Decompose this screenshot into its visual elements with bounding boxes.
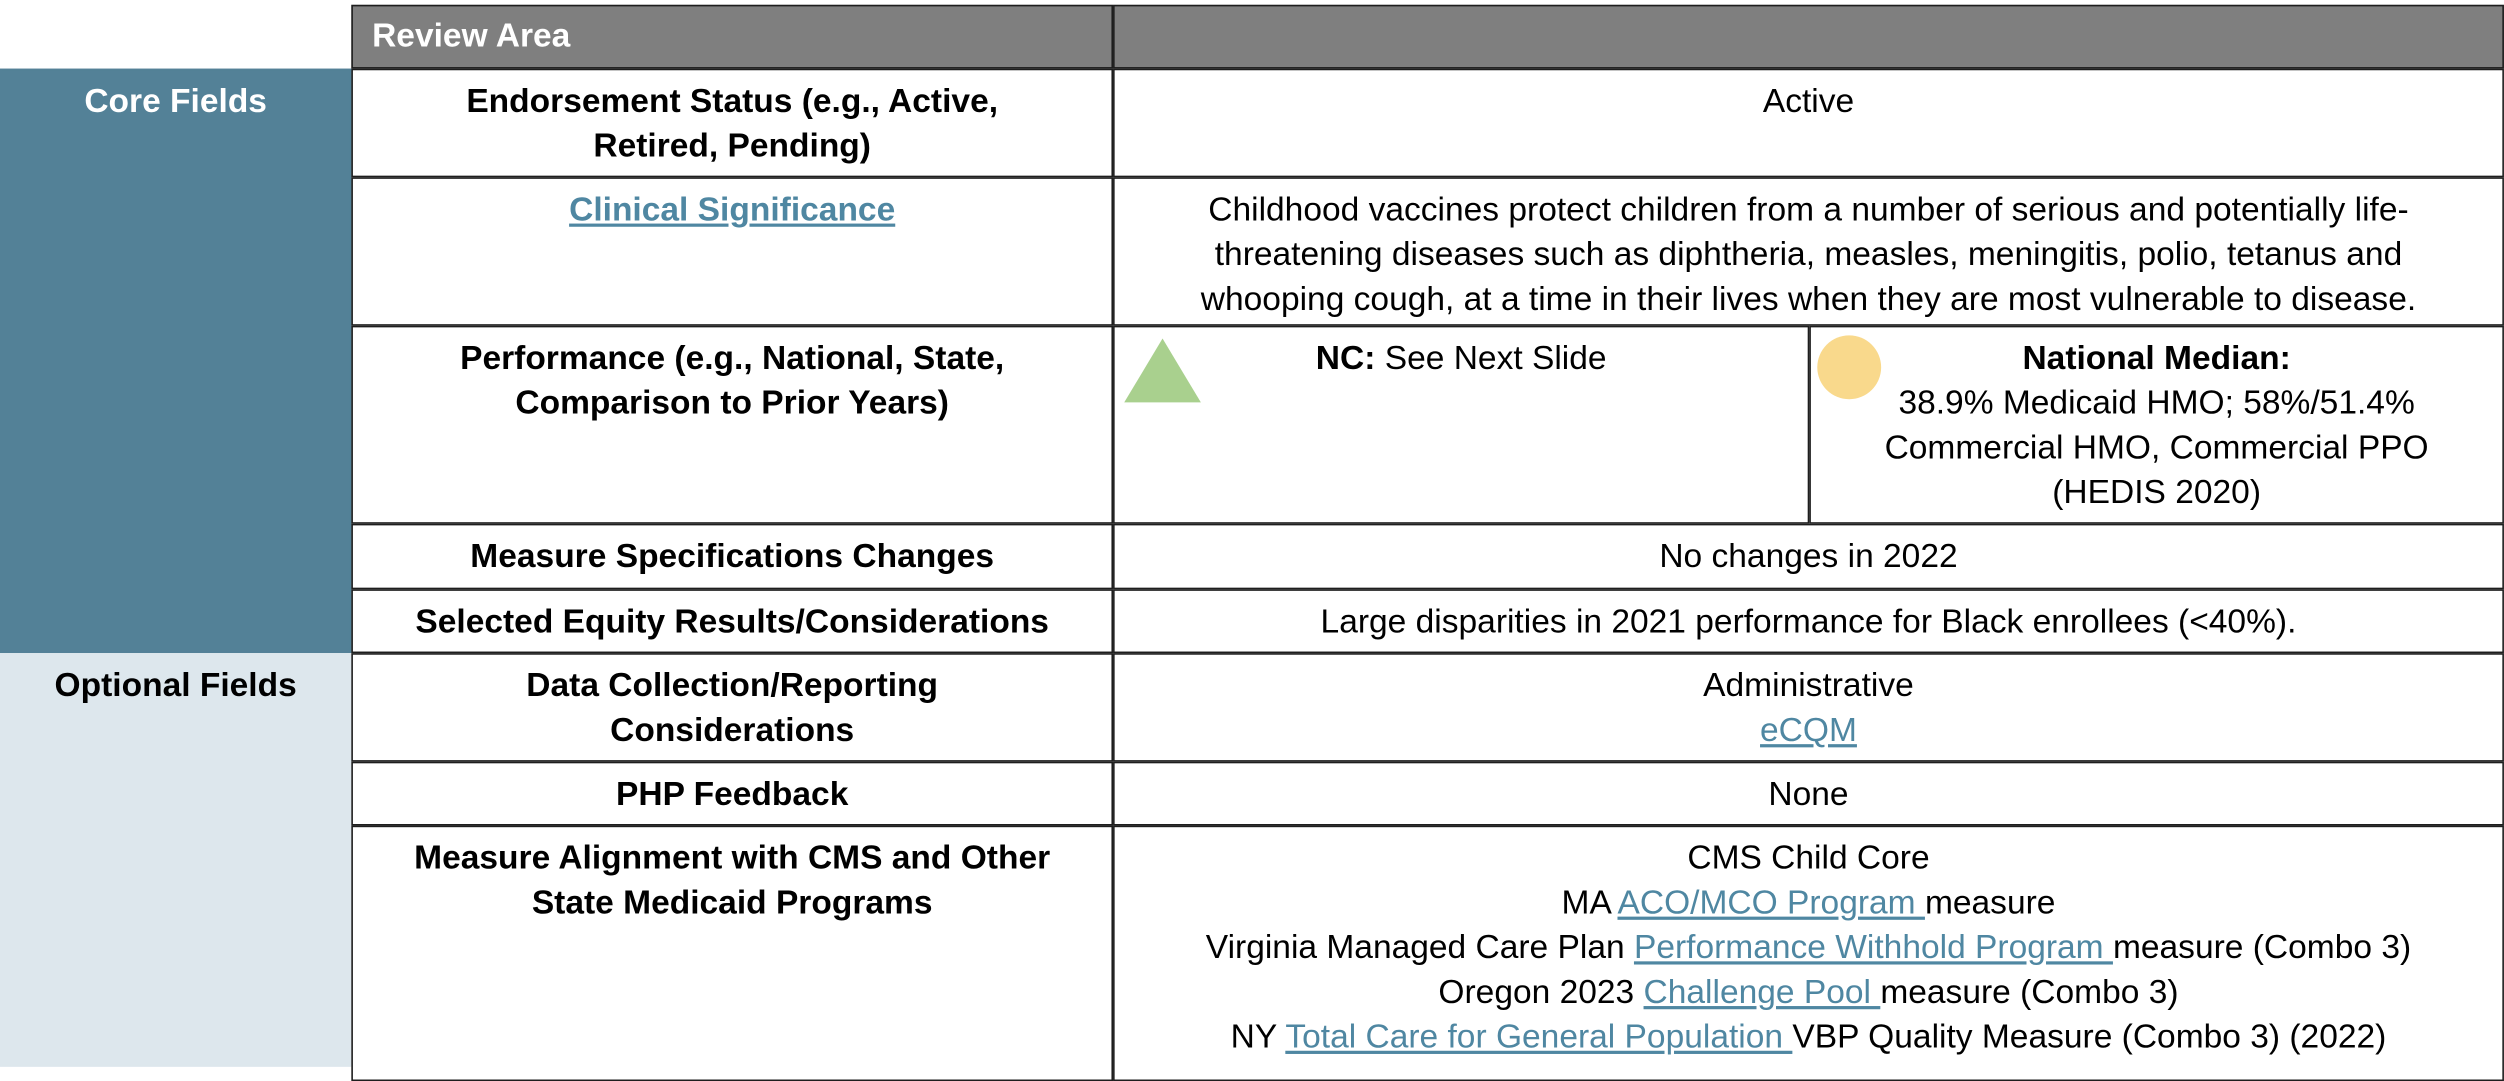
row-label-link[interactable]: Clinical Significance xyxy=(569,191,896,229)
label-cell: Performance (e.g., National, State, Comp… xyxy=(351,325,1114,524)
row-label: Performance (e.g., National, State, Comp… xyxy=(460,340,1005,422)
nc-text: See Next Slide xyxy=(1384,340,1607,377)
value-line: Administrative xyxy=(1153,664,2464,709)
label-cell: Measure Specifications Changes xyxy=(351,523,1114,590)
value-line: eCQM xyxy=(1153,709,2464,754)
label-cell: Selected Equity Results/Considerations xyxy=(351,589,1114,654)
national-label: National Median: xyxy=(2022,340,2291,377)
value-link[interactable]: eCQM xyxy=(1760,712,1857,749)
value-cell: Large disparities in 2021 performance fo… xyxy=(1113,589,2504,654)
section-label: Optional Fields xyxy=(54,667,297,705)
row-label: PHP Feedback xyxy=(615,776,849,813)
value-link[interactable]: Total Care for General Population xyxy=(1285,1018,1793,1056)
row-label: Data Collection/Reporting Considerations xyxy=(526,667,939,749)
value-cell: Administrative eCQM xyxy=(1113,653,2504,762)
value-text: measure (Combo 3) xyxy=(1880,974,2179,1011)
label-cell: Clinical Significance xyxy=(351,177,1114,326)
value-cell: National Median: 38.9% Medicaid HMO; 58%… xyxy=(1809,325,2504,524)
value-line: Virginia Managed Care Plan Performance W… xyxy=(1121,926,2496,971)
section-cell: Core Fields xyxy=(0,68,352,654)
value-cell: Childhood vaccines protect children from… xyxy=(1113,177,2504,326)
row-value: Childhood vaccines protect children from… xyxy=(1200,191,2417,318)
label-cell: PHP Feedback xyxy=(351,761,1114,826)
row-label: Measure Specifications Changes xyxy=(470,538,995,575)
row-value: Active xyxy=(1762,83,1855,120)
value-text: VBP Quality Measure (Combo 3) (2022) xyxy=(1792,1018,2387,1056)
row-value: None xyxy=(1768,776,1849,813)
value-text: CMS Child Core xyxy=(1687,839,1930,877)
value-text: measure xyxy=(1924,884,2056,922)
row-label: Endorsement Status (e.g., Active, Retire… xyxy=(466,83,999,165)
label-cell: Data Collection/Reporting Considerations xyxy=(351,653,1114,762)
value-cell: No changes in 2022 xyxy=(1113,523,2504,590)
value-line: NY Total Care for General Population VBP… xyxy=(1121,1016,2496,1061)
national-text: 38.9% Medicaid HMO; 58%/51.4% Commercial… xyxy=(1884,384,2429,512)
section-cell: Optional Fields xyxy=(0,653,352,1067)
value-text: MA xyxy=(1561,884,1618,922)
row-value: Large disparities in 2021 performance fo… xyxy=(1320,603,2297,641)
value-text: Oregon 2023 xyxy=(1438,974,1644,1011)
label-cell: Endorsement Status (e.g., Active, Retire… xyxy=(351,68,1114,178)
nc-label: NC: xyxy=(1315,340,1376,377)
value-text: NY xyxy=(1230,1018,1286,1056)
value-line: Oregon 2023 Challenge Pool measure (Comb… xyxy=(1121,971,2496,1016)
row-value: No changes in 2022 xyxy=(1659,538,1958,575)
label-cell: Measure Alignment with CMS and Other Sta… xyxy=(351,825,1114,1081)
row-label: Measure Alignment with CMS and Other Sta… xyxy=(414,839,1051,922)
section-label: Core Fields xyxy=(84,83,267,120)
header-cell xyxy=(1113,4,2504,69)
status-triangle xyxy=(1124,338,1201,403)
value-link[interactable]: Challenge Pool xyxy=(1643,974,1881,1011)
value-text: measure (Combo 3) xyxy=(2112,929,2412,967)
value-link[interactable]: Performance Withhold Program xyxy=(1633,929,2113,967)
value-line: MA ACO/MCO Program measure xyxy=(1121,881,2496,926)
header-cell: Review Area xyxy=(351,4,1114,69)
value-cell: CMS Child Core MA ACO/MCO Program measure… xyxy=(1113,825,2504,1081)
status-circle xyxy=(1817,335,1882,400)
value-cell: Active xyxy=(1113,68,2504,178)
value-cell: None xyxy=(1113,761,2504,826)
value-link[interactable]: ACO/MCO Program xyxy=(1617,884,1925,922)
value-text: Administrative xyxy=(1703,667,1914,705)
value-text: Virginia Managed Care Plan xyxy=(1205,929,1634,967)
row-label: Selected Equity Results/Considerations xyxy=(415,603,1049,641)
header-title: Review Area xyxy=(372,17,571,55)
value-cell: NC: See Next Slide xyxy=(1113,325,1810,524)
value-line: CMS Child Core xyxy=(1121,837,2496,882)
